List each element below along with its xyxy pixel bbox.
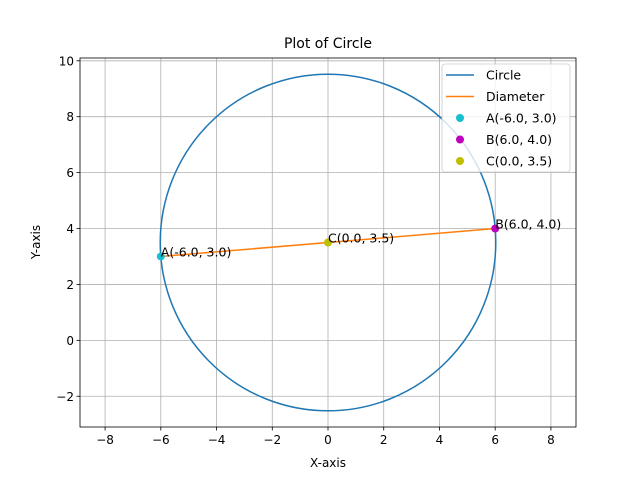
point-annotation: C(0.0, 3.5) (328, 231, 394, 246)
x-tick-label: 0 (324, 433, 332, 447)
y-tick-label: 2 (66, 278, 74, 292)
legend-entry-label: Circle (486, 68, 521, 83)
y-axis-label: Y-axis (29, 225, 43, 260)
legend-marker (456, 157, 464, 165)
x-tick-label: −4 (208, 433, 226, 447)
legend-entry-label: C(0.0, 3.5) (486, 154, 552, 169)
point-marker-3 (491, 224, 500, 233)
point-marker-4 (324, 238, 332, 247)
x-tick-label: −2 (263, 433, 281, 447)
legend-entry-label: A(-6.0, 3.0) (486, 111, 557, 126)
y-tick-label: 0 (66, 334, 74, 348)
x-tick-label: −8 (96, 433, 114, 447)
y-tick-label: 8 (66, 110, 74, 124)
point-annotation: A(-6.0, 3.0) (161, 244, 232, 259)
legend-entry-label: B(6.0, 4.0) (486, 132, 552, 147)
chart-title: Plot of Circle (284, 36, 372, 52)
circle-series-line (159, 73, 497, 412)
legend-marker (456, 135, 464, 144)
y-tick-label: 10 (59, 54, 74, 68)
legend-box (441, 63, 571, 173)
x-tick-label: 4 (436, 433, 444, 447)
plot-area: A(-6.0, 3.0) B(6.0, 4.0) C(0.0, 3.5) (156, 73, 561, 412)
y-tick-label: 4 (66, 222, 74, 236)
legend: Circle Diameter A(-6.0, 3.0) B(6.0, 4.0) C(0… (441, 63, 571, 173)
x-axis-label: X-axis (310, 456, 346, 470)
point-marker-2 (156, 252, 165, 261)
x-tick-label: −6 (152, 433, 170, 447)
x-tick-label: 6 (491, 433, 499, 447)
x-tick-label: 8 (547, 433, 555, 447)
legend-marker (456, 114, 464, 122)
x-tick-label: 2 (380, 433, 388, 447)
ticks: −8 −6 −4 −2 0 2 4 6 8 −2 0 2 4 6 8 10 (56, 54, 554, 447)
y-tick-label: 6 (66, 166, 74, 180)
y-tick-label: −2 (56, 390, 74, 404)
point-annotation: B(6.0, 4.0) (495, 217, 561, 232)
legend-entry-label: Diameter (486, 89, 545, 104)
